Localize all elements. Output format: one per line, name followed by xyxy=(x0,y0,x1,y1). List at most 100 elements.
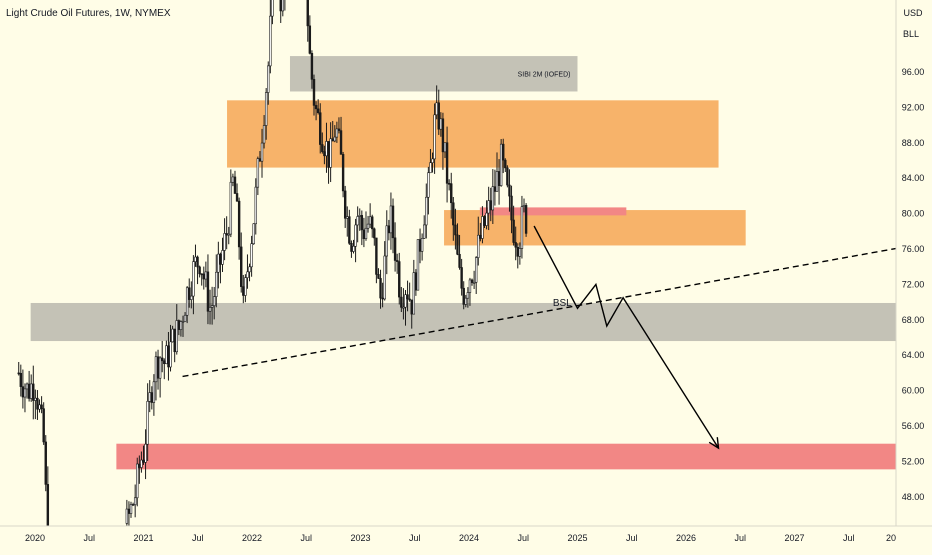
currency-label[interactable]: USD xyxy=(903,8,923,18)
zone-label: SIBI 2M (IOFED) xyxy=(518,71,571,78)
candle xyxy=(466,287,470,308)
candle-body xyxy=(150,392,154,403)
candle-body xyxy=(244,277,247,296)
price-scale-panel[interactable] xyxy=(896,0,932,550)
candle-body xyxy=(38,404,41,410)
candle xyxy=(502,138,505,174)
candle-body xyxy=(354,224,357,247)
x-tick-label: 2020 xyxy=(25,533,45,543)
candle-body xyxy=(136,463,139,499)
dashed-trendline[interactable] xyxy=(182,246,904,378)
candle-body xyxy=(485,212,488,226)
candle xyxy=(375,237,378,284)
candle-body xyxy=(400,296,403,308)
candle xyxy=(221,237,224,272)
candle xyxy=(462,281,465,310)
candle-body xyxy=(391,205,395,239)
candle-body xyxy=(271,0,274,17)
candle xyxy=(267,61,270,105)
candle xyxy=(179,320,183,337)
candle xyxy=(125,499,129,528)
candle-body xyxy=(185,287,189,316)
candle xyxy=(339,116,343,155)
zone-1[interactable] xyxy=(227,100,719,168)
candle-body xyxy=(524,205,528,234)
zone-5[interactable] xyxy=(116,443,903,470)
candle xyxy=(335,121,339,143)
candle-body xyxy=(152,381,156,403)
y-tick-label: 52.00 xyxy=(902,456,925,466)
candle xyxy=(152,374,156,416)
candle-body xyxy=(481,216,484,239)
candle-body xyxy=(250,243,253,268)
candle xyxy=(452,197,455,241)
candle xyxy=(445,126,449,203)
candle xyxy=(472,270,476,289)
candle xyxy=(192,255,195,315)
x-tick-label: 2026 xyxy=(676,533,696,543)
candle-body xyxy=(441,118,445,153)
candle-body xyxy=(429,162,432,174)
projection-arrowhead xyxy=(708,437,720,450)
y-axis[interactable]: 48.00 52.00 56.00 60.00 64.00 68.00 72.00 76.00… xyxy=(902,67,925,502)
candle-body xyxy=(458,253,461,268)
unit-label[interactable]: BLL xyxy=(903,29,919,39)
candle-body xyxy=(499,143,503,186)
zone-2[interactable] xyxy=(444,210,746,246)
candle xyxy=(158,356,162,398)
candle xyxy=(366,215,370,233)
candle xyxy=(36,390,39,420)
candle-body xyxy=(217,253,220,273)
candle-body xyxy=(462,287,465,305)
candle-body xyxy=(468,279,472,293)
zone-4[interactable] xyxy=(30,302,904,342)
candle xyxy=(136,457,139,507)
candle-body xyxy=(350,243,353,252)
candle-body xyxy=(406,294,409,300)
candle xyxy=(408,282,411,302)
candle-body xyxy=(196,256,199,268)
candle xyxy=(352,239,355,254)
projection-path[interactable] xyxy=(533,225,720,449)
candle-body xyxy=(32,383,35,401)
candle-body xyxy=(362,229,366,240)
candle-body xyxy=(200,273,203,276)
candle-body xyxy=(427,172,430,198)
candle xyxy=(319,103,322,154)
candle xyxy=(256,156,260,196)
candle-body xyxy=(402,306,405,309)
candle-body xyxy=(188,287,191,300)
candle-body xyxy=(425,196,428,226)
candle-body xyxy=(343,190,347,219)
candle-body xyxy=(352,245,355,252)
candle-body xyxy=(131,504,135,506)
candle-body xyxy=(483,216,486,226)
candle-body xyxy=(502,143,505,161)
candle-body xyxy=(325,141,328,157)
zone-3[interactable] xyxy=(479,207,627,216)
candle-body xyxy=(30,383,33,399)
x-tick-label: Jul xyxy=(83,533,95,543)
candle-body xyxy=(389,205,393,234)
candle xyxy=(254,178,257,235)
candle xyxy=(348,209,351,245)
candle-body xyxy=(316,108,320,114)
candle-body xyxy=(477,234,480,258)
candle-body xyxy=(281,0,285,12)
candle xyxy=(129,501,133,518)
x-tick-label: 2021 xyxy=(133,533,153,543)
zone-0[interactable] xyxy=(289,56,578,92)
candle-body xyxy=(431,158,434,164)
candle-body xyxy=(487,200,490,214)
candle-body xyxy=(456,234,459,255)
y-tick-label: 60.00 xyxy=(902,386,925,396)
candle xyxy=(491,169,495,224)
candle-body xyxy=(156,356,160,379)
x-tick-label: 20 xyxy=(886,533,896,543)
x-tick-label: 2022 xyxy=(242,533,262,543)
candle xyxy=(404,290,407,326)
time-scale-panel[interactable] xyxy=(0,526,932,550)
x-axis[interactable]: 2020 Jul 2021 Jul 2022 Jul 2023 Jul 2024 Jul 2025 J… xyxy=(25,533,896,543)
candle xyxy=(481,206,484,244)
